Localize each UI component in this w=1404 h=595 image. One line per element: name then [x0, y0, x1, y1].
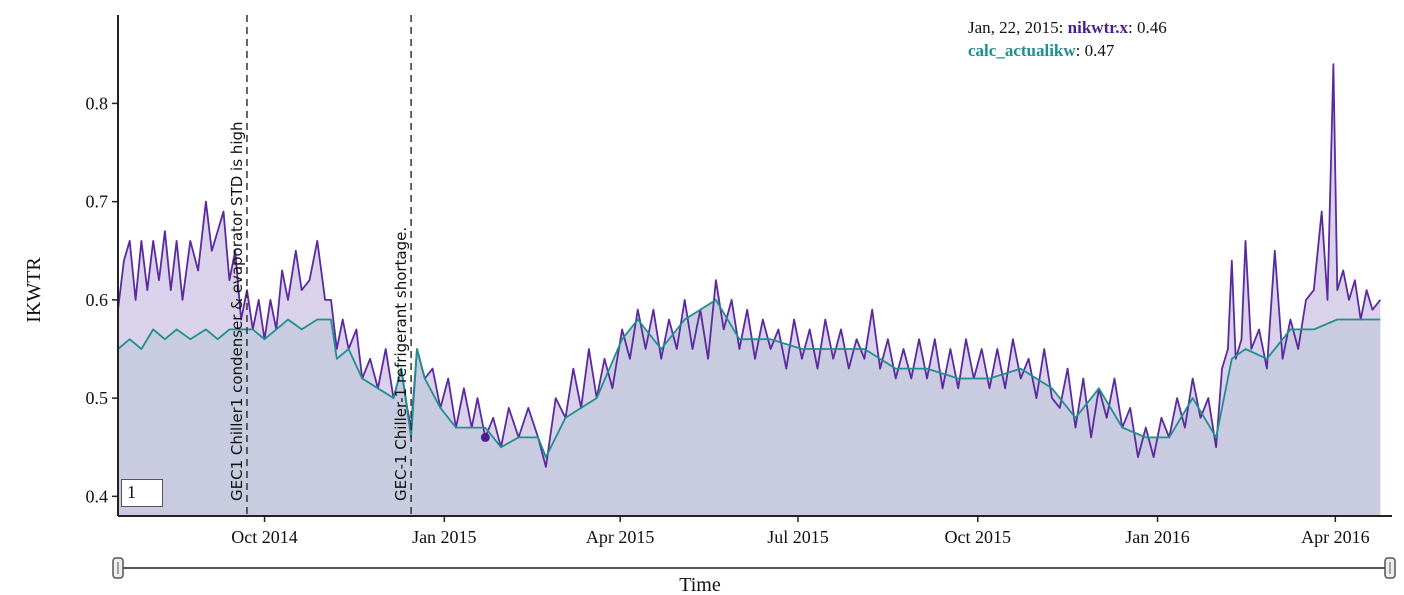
x-tick-label: Jan 2016: [1125, 527, 1190, 547]
y-tick-labels: 0.4 0.5 0.6 0.7 0.8: [86, 93, 118, 506]
y-tick-label: 0.6: [86, 290, 109, 310]
x-tick-label: Oct 2014: [231, 527, 298, 547]
hover-point: [480, 432, 490, 442]
legend-line-1: Jan, 22, 2015: nikwtr.x: 0.46: [968, 18, 1167, 37]
legend-date: Jan, 22, 2015: [968, 18, 1059, 37]
legend-line-2: calc_actualikw: 0.47: [968, 41, 1115, 60]
x-axis-title: Time: [679, 574, 721, 595]
series-line-nikwtr.x: [117, 63, 1382, 468]
series-lines: [117, 63, 1382, 468]
legend-series-name: calc_actualikw: [968, 41, 1076, 60]
x-tick-label: Apr 2015: [586, 527, 655, 547]
axes: [117, 15, 1392, 517]
x-tick-labels: Oct 2014 Jan 2015 Apr 2015 Jul 2015 Oct 2015…: [231, 516, 1370, 547]
range-selector[interactable]: [112, 557, 1396, 579]
y-tick-label: 0.8: [86, 93, 109, 113]
legend: Jan, 22, 2015: nikwtr.x: 0.46 calc_actua…: [968, 18, 1167, 60]
x-tick-label: Apr 2016: [1301, 527, 1370, 547]
roll-period-input[interactable]: 1: [121, 479, 163, 507]
legend-series-value: 0.46: [1137, 18, 1167, 37]
annotation-label: GEC1 Chiller1 condenser & evaporator STD…: [228, 121, 246, 501]
y-tick-label: 0.5: [86, 388, 109, 408]
legend-series-value: 0.47: [1085, 41, 1115, 60]
y-tick-label: 0.4: [86, 486, 109, 506]
legend-sep-1: :: [1059, 18, 1068, 37]
series-areas: [118, 64, 1381, 516]
x-tick-label: Jul 2015: [767, 527, 829, 547]
legend-sep-3: :: [1076, 41, 1085, 60]
annotation-lines: GEC1 Chiller1 condenser & evaporator STD…: [228, 15, 412, 516]
x-tick-label: Jan 2015: [412, 527, 477, 547]
legend-sep-2: :: [1128, 18, 1137, 37]
y-axis-title: IKWTR: [23, 257, 45, 323]
x-tick-label: Oct 2015: [945, 527, 1012, 547]
annotation-label: GEC-1 Chiller-1 refrigerant shortage.: [392, 227, 410, 501]
legend-series-name: nikwtr.x: [1068, 18, 1129, 37]
series-area-calc_actualikw: [118, 299, 1381, 516]
y-tick-label: 0.7: [86, 192, 109, 212]
series-line-calc_actualikw: [117, 299, 1381, 458]
